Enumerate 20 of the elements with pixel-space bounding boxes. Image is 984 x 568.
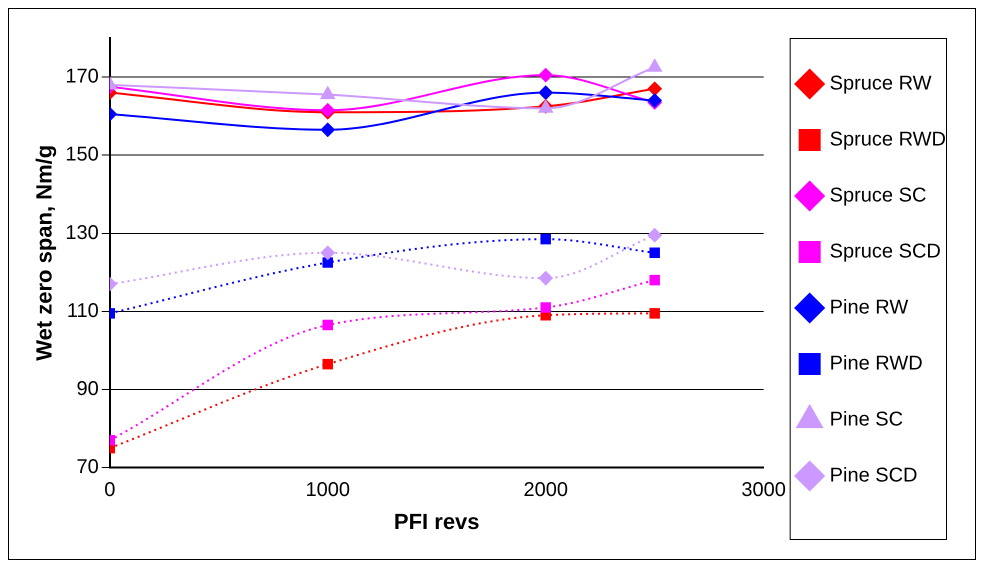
legend-label: Pine SC	[830, 408, 904, 431]
y-axis-title: Wet zero span, Nm/g	[31, 144, 56, 361]
legend-label: Pine RW	[830, 296, 908, 319]
legend-label: Spruce SC	[830, 184, 926, 207]
legend-label: Spruce RW	[830, 72, 932, 95]
y-tick-label: 170	[65, 66, 99, 88]
legend-label: Spruce SCD	[830, 240, 941, 263]
legend-label: Spruce RWD	[830, 128, 946, 151]
y-tick-label: 90	[76, 378, 99, 400]
x-tick-label: 2000	[523, 479, 568, 502]
y-tick-label: 150	[65, 144, 99, 166]
y-tick-label: 130	[65, 222, 99, 244]
y-tick-label: 70	[76, 456, 99, 478]
legend-label: Pine RWD	[830, 352, 923, 375]
x-axis-title: PFI revs	[394, 508, 480, 534]
x-tick-label: 0	[104, 479, 116, 502]
y-tick-label: 110	[66, 300, 99, 322]
x-tick-label: 3000	[741, 479, 786, 502]
x-tick-label: 1000	[305, 479, 350, 502]
legend-label: Pine SCD	[830, 464, 918, 487]
